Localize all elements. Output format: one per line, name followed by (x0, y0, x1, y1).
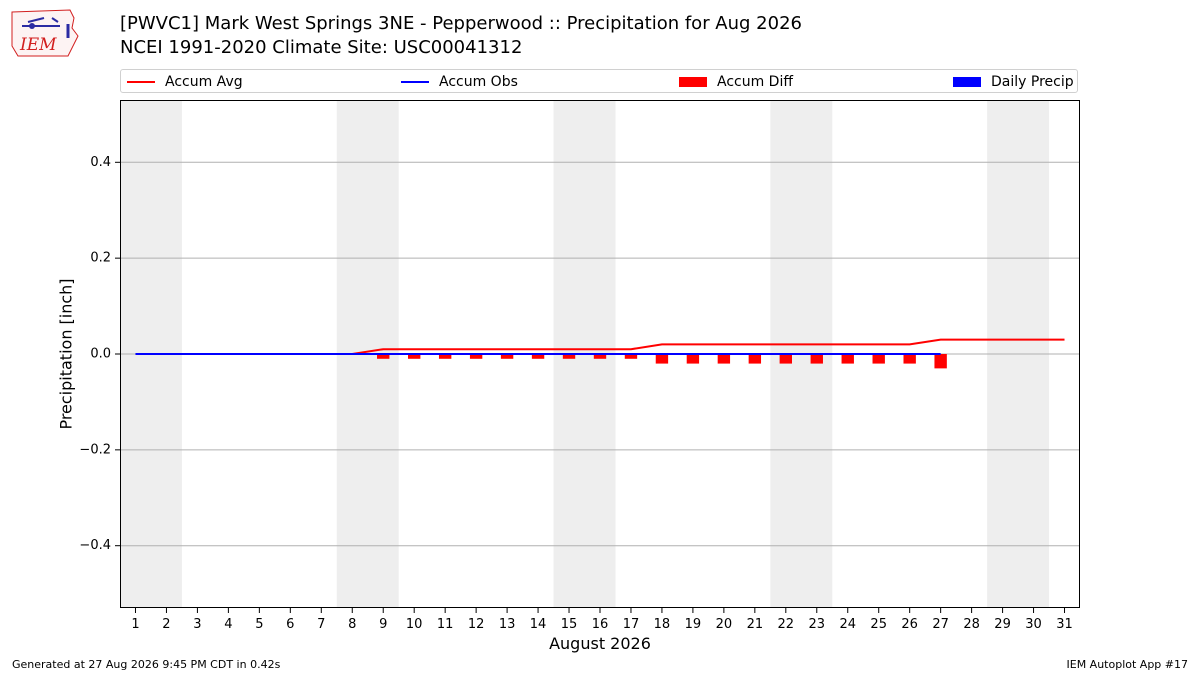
accum-diff-bars (377, 354, 947, 369)
x-tick-label: 22 (778, 617, 795, 632)
legend-item-accum-obs: Accum Obs (401, 70, 518, 94)
x-tick-label: 17 (623, 617, 640, 632)
app-label: IEM Autoplot App #17 (1066, 658, 1189, 671)
plot-frame (120, 100, 1080, 608)
legend-item-daily-precip: Daily Precip (953, 70, 1074, 94)
legend-item-accum-diff: Accum Diff (679, 70, 793, 94)
accum-diff-bar (903, 354, 916, 364)
accum-diff-bar (377, 354, 390, 359)
x-tick-label: 7 (317, 617, 325, 632)
accum-diff-bar (655, 354, 669, 364)
x-tick-label: 2 (162, 617, 170, 632)
x-tick-label: 30 (1025, 617, 1042, 632)
accum-diff-bar (810, 354, 823, 364)
x-tick-label: 21 (747, 617, 764, 632)
x-tick-label: 14 (530, 617, 547, 632)
x-tick-label: 20 (716, 617, 733, 632)
x-tick-label: 13 (499, 617, 516, 632)
accum-diff-bar (531, 354, 545, 359)
x-tick-label: 15 (561, 617, 578, 632)
chart-title: [PWVC1] Mark West Springs 3NE - Pepperwo… (120, 13, 802, 34)
x-axis-label: August 2026 (549, 634, 651, 653)
accum-diff-bar (438, 354, 452, 359)
accum-diff-bar (779, 354, 792, 364)
y-tick-label: 0.2 (90, 251, 111, 266)
logo-text: IEM (19, 35, 57, 55)
x-tick-label: 23 (809, 617, 826, 632)
x-tick-label: 24 (839, 617, 856, 632)
x-tick-label: 9 (379, 617, 387, 632)
legend-swatch-accum-obs (401, 81, 429, 83)
x-tick-label: 26 (901, 617, 918, 632)
accum-diff-bar (686, 354, 700, 364)
legend-item-accum-avg: Accum Avg (127, 70, 243, 94)
x-tick-label: 1 (131, 617, 139, 632)
accum-diff-bar (593, 354, 607, 359)
y-tick-label: 0.0 (90, 347, 111, 362)
accum-diff-bar (469, 354, 483, 359)
legend-label-daily-precip: Daily Precip (991, 74, 1074, 90)
x-tick-label: 10 (406, 617, 423, 632)
y-axis-label: Precipitation [inch] (57, 278, 76, 429)
x-tick-label: 11 (437, 617, 454, 632)
axes: 0.40.20.0−0.2−0.41 2 3 4 5 6 7 8 9 10 11 12 13 14 15 16… (79, 155, 1072, 632)
x-tick-label: 16 (592, 617, 609, 632)
accum-diff-bar (500, 354, 514, 359)
chart-subtitle: NCEI 1991-2020 Climate Site: USC00041312 (120, 37, 523, 58)
x-tick-label: 8 (348, 617, 356, 632)
x-tick-label: 4 (224, 617, 232, 632)
x-tick-label: 28 (963, 617, 980, 632)
generated-timestamp: Generated at 27 Aug 2026 9:45 PM CDT in … (12, 658, 281, 671)
x-tick-label: 31 (1056, 617, 1073, 632)
accum-diff-bar (872, 354, 885, 364)
legend-label-accum-avg: Accum Avg (165, 74, 243, 90)
accum-diff-bar (841, 354, 854, 364)
x-tick-label: 18 (654, 617, 671, 632)
y-tick-label: 0.4 (90, 155, 111, 170)
x-tick-label: 3 (193, 617, 201, 632)
x-tick-label: 27 (932, 617, 949, 632)
y-tick-label: −0.2 (79, 442, 111, 457)
x-tick-label: 29 (994, 617, 1011, 632)
accum-diff-bar (748, 354, 762, 364)
x-tick-label: 5 (255, 617, 263, 632)
iem-logo: IEM (11, 9, 79, 57)
y-tick-label: −0.4 (79, 538, 111, 553)
accum-diff-bar (717, 354, 731, 364)
accum-diff-bar (562, 354, 576, 359)
x-tick-label: 25 (870, 617, 887, 632)
series-lines (135, 338, 1065, 355)
legend-label-accum-diff: Accum Diff (717, 74, 794, 90)
accum-diff-bar (934, 354, 947, 369)
legend-swatch-accum-diff (679, 77, 707, 87)
legend-label-accum-obs: Accum Obs (439, 74, 518, 90)
x-tick-label: 6 (286, 617, 294, 632)
legend: Accum Avg Accum Obs Accum Diff Daily Pre… (120, 69, 1078, 93)
accum-diff-bar (624, 354, 638, 359)
x-tick-label: 12 (468, 617, 485, 632)
x-tick-label: 19 (685, 617, 702, 632)
legend-swatch-daily-precip (953, 77, 981, 87)
accum-diff-bar (408, 354, 421, 359)
legend-swatch-accum-avg (127, 81, 155, 83)
